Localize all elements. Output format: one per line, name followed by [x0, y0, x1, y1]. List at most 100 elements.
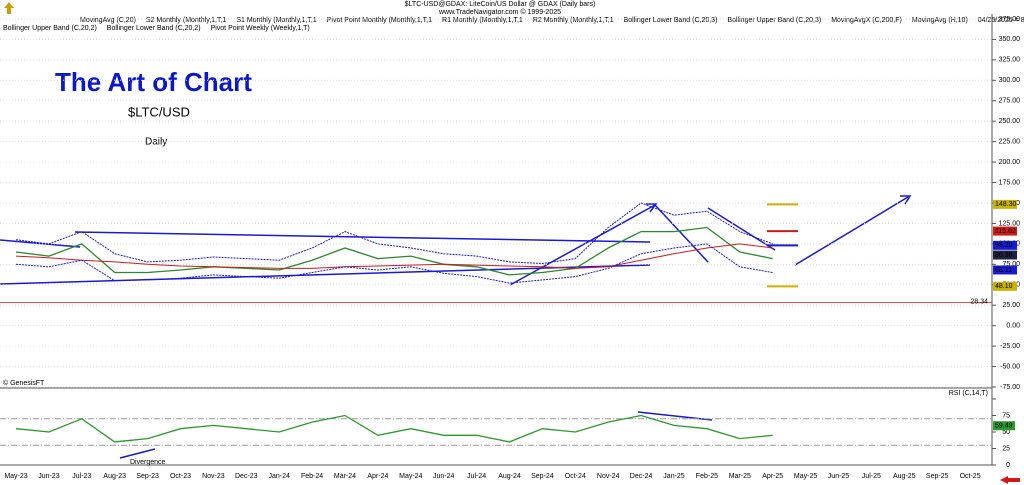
legend-entry: MovingAvgX (C,200,F): [831, 17, 902, 24]
y-tick-label: 125.00: [999, 220, 1021, 227]
x-tick-label: Mar-24: [334, 473, 356, 480]
price-label: 148.30: [995, 201, 1017, 208]
scroll-arrow[interactable]: [1000, 476, 1020, 484]
price-label: 86.36: [995, 252, 1013, 259]
y-tick-label: 350.00: [999, 36, 1021, 43]
legend-entry: S2 Monthly (Monthly,1,T,1: [146, 17, 227, 24]
legend-entry: R2 Monthly (Monthly,1,T,1: [533, 17, 614, 24]
x-tick-label: Nov-23: [202, 473, 225, 480]
x-tick-label: Dec-23: [235, 473, 258, 480]
arrow: [509, 204, 656, 286]
series-line: [15, 202, 773, 265]
x-tick-label: Feb-25: [696, 473, 718, 480]
x-tick-label: Apr-25: [762, 473, 783, 480]
source: © GenesisFT: [3, 379, 45, 387]
legend-entry: R1 Monthly (Monthly,1,T,1: [442, 17, 523, 24]
y-tick-label: 200.00: [999, 159, 1021, 166]
y-tick-label: 0.00: [1006, 323, 1020, 330]
x-tick-label: May-24: [399, 473, 422, 480]
x-tick-label: Jan-25: [663, 473, 685, 480]
divergence-line: [119, 448, 156, 459]
x-tick-label: Jun-24: [433, 473, 455, 480]
y-tick-label: 225.00: [999, 138, 1021, 145]
price-label: 48.10: [995, 283, 1013, 290]
y-tick-label: 250.00: [999, 118, 1021, 125]
rsi-tick-label: 25: [1002, 445, 1010, 452]
x-tick-label: Oct-24: [565, 473, 586, 480]
arrow: [794, 196, 909, 266]
arrowhead: [646, 203, 658, 213]
x-tick-label: Aug-24: [498, 473, 521, 480]
price-label: 98.20: [995, 242, 1013, 249]
x-tick-label: Sep-24: [531, 473, 554, 480]
y-tick-label: 275.00: [999, 98, 1021, 105]
divergence-label: Divergence: [130, 459, 166, 466]
rsi-last-box: [993, 421, 1015, 431]
x-tick-label: Mar-25: [729, 473, 751, 480]
channel-top: [74, 231, 651, 243]
series-line: [15, 243, 773, 269]
legend-entry: Pivot Point Weekly (Weekly,1,T): [211, 25, 310, 32]
x-tick-label: Aug-23: [103, 473, 126, 480]
x-tick-label: Jul-25: [862, 473, 881, 480]
rsi-tick-label: 75: [1002, 412, 1010, 419]
rsi-tick-label: 0: [1006, 462, 1010, 469]
y-tick-label: 175.00: [999, 179, 1021, 186]
header-subtitle: www.TradeNavigator.com © 1999-2025: [438, 8, 561, 16]
price-label-box: [993, 281, 1017, 291]
x-tick-label: Oct-23: [170, 473, 191, 480]
x-tick-label: Sep-23: [136, 473, 159, 480]
x-tick-label: May-25: [794, 473, 817, 480]
legend-entry: Bollinger Lower Band (C,20,2): [107, 25, 201, 32]
x-tick-label: Oct-25: [960, 473, 981, 480]
price-label: 115.62: [995, 228, 1016, 235]
support-label: 28.34: [970, 298, 988, 305]
price-label-box: [993, 265, 1017, 275]
y-tick-label: 375.00: [999, 16, 1021, 23]
series-line: [15, 226, 773, 276]
x-tick-label: Dec-24: [630, 473, 653, 480]
x-tick-label: Jan-24: [268, 473, 290, 480]
x-tick-label: Apr-24: [367, 473, 388, 480]
series-line: [15, 243, 773, 284]
series-line: [15, 414, 773, 443]
divergence-line: [637, 411, 713, 421]
header-title: $LTC-USD@GDAX: LiteCoin/US Dollar @ GDAX…: [405, 1, 596, 8]
legend-entry: MovingAvg (H,10): [912, 17, 968, 24]
x-tick-label: Sep-25: [926, 473, 949, 480]
x-tick-label: May-23: [4, 473, 27, 480]
legend-entry: Bollinger Lower Band (C,20,3): [624, 17, 718, 24]
drawings: [0, 195, 912, 459]
price-label-box: [993, 226, 1017, 236]
y-tick-label: 25.00: [1002, 302, 1020, 309]
rsi-title: RSI (C,14,T): [949, 390, 988, 397]
period: Daily: [145, 137, 167, 148]
legend-entry: MovingAvg (C,20): [80, 17, 136, 24]
price-label-box: [993, 199, 1017, 209]
x-tick-label: Aug-25: [893, 473, 916, 480]
y-tick-label: -75.00: [1000, 384, 1020, 391]
price-label: 68.11: [995, 267, 1012, 274]
x-tick-label: Feb-24: [301, 473, 323, 480]
logo: [4, 2, 14, 14]
y-tick-label: -50.00: [1000, 363, 1020, 370]
y-tick-label: -25.00: [1000, 343, 1020, 350]
rsi-last-label: 59.49: [995, 423, 1013, 430]
legend-entry: Bollinger Upper Band (C,20,3): [727, 17, 821, 24]
price-label-box: [993, 240, 1017, 250]
price-label-box: [993, 250, 1017, 260]
arrow: [654, 204, 709, 263]
legend-entry: Bollinger Upper Band (C,20,2): [3, 25, 97, 32]
x-tick-label: Nov-24: [597, 473, 620, 480]
rsi-tick-label: 50: [1002, 429, 1010, 436]
y-tick-label: 75.00: [1002, 261, 1020, 268]
x-tick-label: Jul-24: [467, 473, 486, 480]
x-tick-label: Jun-23: [38, 473, 60, 480]
y-tick-label: 300.00: [999, 77, 1021, 84]
arrowhead: [900, 195, 912, 205]
y-tick-label: 325.00: [999, 57, 1021, 64]
symbol: $LTC/USD: [128, 104, 190, 119]
arrow: [707, 207, 776, 251]
